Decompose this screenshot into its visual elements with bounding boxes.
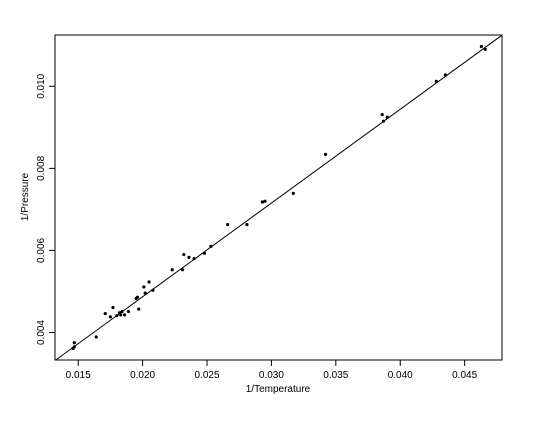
data-point bbox=[479, 44, 483, 49]
data-points bbox=[71, 44, 487, 351]
data-point bbox=[180, 268, 185, 272]
data-point bbox=[170, 268, 174, 272]
x-tick-label: 0.025 bbox=[194, 370, 219, 381]
y-tick-label: 0.004 bbox=[36, 320, 47, 345]
data-point bbox=[122, 313, 127, 317]
data-point bbox=[202, 251, 207, 255]
data-point bbox=[434, 79, 438, 83]
data-point bbox=[182, 252, 186, 257]
data-point bbox=[245, 222, 249, 227]
data-point bbox=[103, 312, 107, 316]
fit-line bbox=[55, 34, 503, 361]
x-tick-label: 0.035 bbox=[323, 370, 348, 381]
plot-area bbox=[54, 34, 503, 361]
data-point bbox=[323, 152, 328, 157]
data-point bbox=[151, 288, 155, 292]
y-axis: 0.004 0.006 0.008 0.010 bbox=[36, 73, 56, 345]
data-point bbox=[72, 341, 76, 345]
data-point bbox=[209, 244, 213, 248]
data-point bbox=[94, 335, 98, 339]
y-tick-label: 0.008 bbox=[36, 155, 47, 180]
data-point bbox=[143, 291, 147, 295]
x-tick-label: 0.030 bbox=[259, 370, 284, 381]
data-point bbox=[119, 313, 123, 317]
data-point bbox=[126, 309, 131, 314]
x-axis-title: 1/Temperature bbox=[246, 384, 311, 395]
y-tick-label: 0.006 bbox=[36, 237, 47, 262]
data-point bbox=[291, 191, 295, 195]
y-axis-title: 1/Pressure bbox=[20, 172, 31, 221]
x-tick-label: 0.015 bbox=[66, 370, 91, 381]
data-point bbox=[260, 200, 264, 204]
data-point bbox=[120, 309, 124, 314]
data-point bbox=[385, 115, 389, 119]
y-tick-label: 0.010 bbox=[36, 73, 47, 98]
data-point bbox=[263, 199, 267, 203]
data-point bbox=[142, 285, 146, 289]
x-tick-label: 0.020 bbox=[130, 370, 155, 381]
data-point bbox=[137, 307, 141, 311]
x-tick-label: 0.040 bbox=[388, 370, 413, 381]
data-point bbox=[483, 47, 487, 51]
data-point bbox=[226, 222, 230, 227]
data-point bbox=[108, 315, 112, 319]
data-point bbox=[72, 345, 76, 349]
data-point bbox=[187, 255, 191, 260]
data-point bbox=[115, 314, 119, 318]
x-axis: 0.015 0.020 0.025 0.030 0.035 0.040 0.045 bbox=[66, 359, 478, 381]
data-point bbox=[192, 257, 196, 261]
data-point bbox=[380, 113, 384, 117]
x-tick-label: 0.045 bbox=[452, 370, 477, 381]
data-point bbox=[135, 295, 140, 299]
data-point bbox=[443, 73, 447, 77]
data-point bbox=[111, 305, 115, 310]
data-point bbox=[147, 280, 151, 284]
data-point bbox=[381, 119, 386, 123]
